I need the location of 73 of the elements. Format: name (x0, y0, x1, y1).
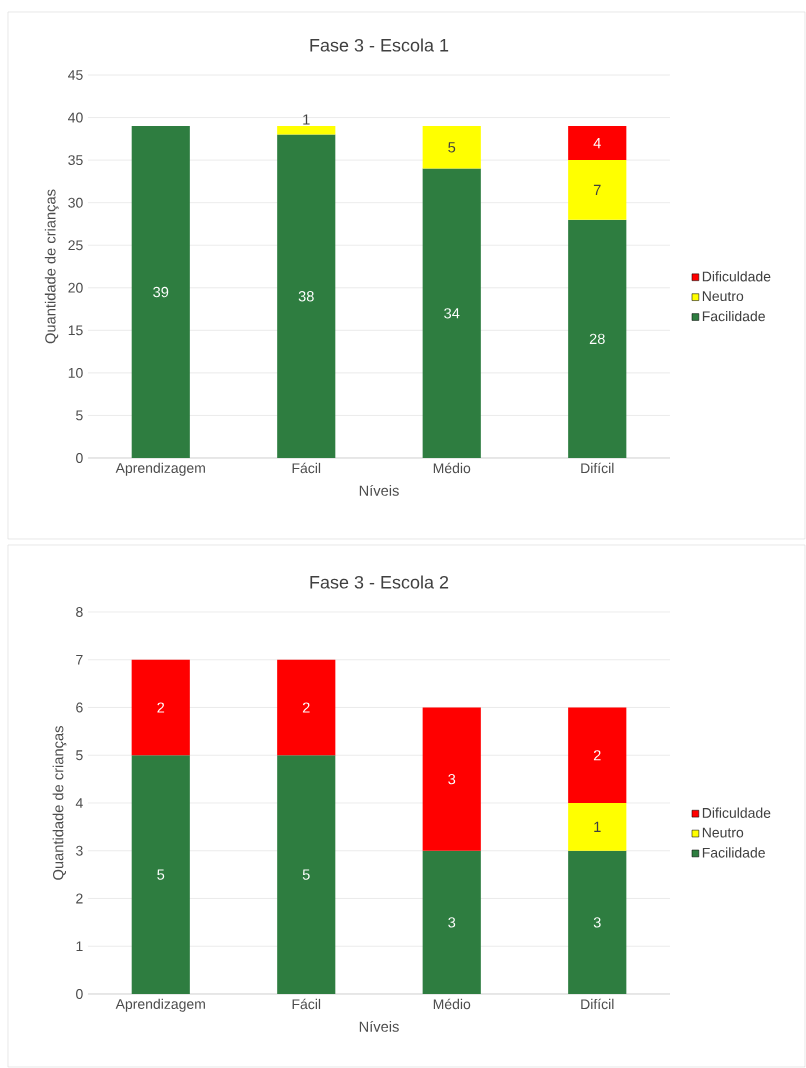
bar (131, 126, 190, 458)
legend-label: Facilidade (702, 310, 765, 322)
data-label: 2 (157, 702, 165, 713)
data-label: 5 (302, 869, 310, 880)
x-axis-title: Níveis (359, 484, 399, 496)
legend-label: Dificuldade (702, 271, 771, 282)
bar (277, 126, 336, 135)
x-tick-label: Difícil (581, 998, 614, 1010)
x-tick-label: Médio (433, 998, 471, 1010)
bar (277, 755, 336, 994)
bar (422, 707, 481, 851)
y-tick-label: 1 (76, 941, 83, 952)
bar (422, 850, 481, 994)
y-tick-label: 5 (76, 410, 83, 421)
y-tick-label: 8 (76, 607, 83, 617)
bar (277, 659, 336, 756)
bar (568, 707, 627, 803)
data-label: 7 (593, 184, 601, 195)
chart-title: Fase 3 - Escola 1 (310, 38, 449, 52)
data-label: 3 (448, 773, 456, 785)
y-tick-label: 3 (76, 845, 83, 856)
y-axis-title: Quantidade de crianças (52, 726, 67, 880)
y-tick-label: 25 (68, 240, 83, 251)
data-label: 28 (589, 333, 605, 345)
bar (568, 126, 627, 161)
data-label: 39 (153, 286, 169, 298)
y-axis-title: Quantidade de crianças (44, 189, 59, 344)
y-tick-label: 0 (76, 453, 83, 463)
y-tick-label: 2 (76, 893, 83, 904)
bar (568, 850, 627, 994)
x-axis-title: Níveis (359, 1020, 399, 1032)
bar (131, 755, 190, 994)
y-tick-label: 7 (76, 654, 83, 665)
bar (568, 802, 627, 851)
x-tick-label: Médio (433, 462, 471, 474)
bar (422, 126, 481, 169)
y-tick-label: 0 (76, 989, 83, 999)
y-tick-label: 35 (68, 155, 83, 166)
y-tick-label: 5 (76, 750, 83, 761)
x-tick-label: Difícil (581, 462, 614, 474)
y-tick-label: 30 (68, 197, 83, 208)
bar (568, 160, 627, 220)
data-label: 5 (448, 142, 456, 153)
y-tick-label: 10 (68, 367, 83, 378)
data-label: 3 (448, 917, 456, 928)
y-tick-label: 45 (68, 70, 83, 80)
legend-label: Dificuldade (702, 807, 771, 818)
bar (277, 134, 336, 458)
x-tick-label: Fácil (292, 462, 321, 474)
data-label: 1 (303, 114, 310, 125)
legend-label: Neutro (702, 291, 744, 302)
x-tick-label: Aprendizagem (115, 998, 205, 1012)
x-tick-label: Aprendizagem (115, 462, 205, 476)
data-label: 2 (593, 750, 601, 761)
legend-label: Neutro (702, 827, 744, 838)
x-tick-label: Fácil (292, 998, 321, 1010)
y-tick-label: 6 (76, 702, 83, 713)
data-label: 3 (593, 917, 601, 928)
data-label: 34 (444, 308, 460, 319)
y-tick-label: 40 (68, 112, 83, 123)
data-label: 1 (594, 821, 601, 832)
bar (568, 219, 627, 458)
bar (422, 168, 481, 458)
data-label: 38 (298, 291, 314, 302)
data-label: 2 (302, 702, 310, 713)
y-tick-label: 20 (68, 282, 83, 293)
legend-label: Facilidade (702, 847, 765, 858)
chart-title: Fase 3 - Escola 2 (310, 575, 449, 589)
y-tick-label: 15 (68, 325, 83, 336)
bar (131, 659, 190, 756)
y-tick-label: 4 (75, 798, 83, 808)
data-label: 5 (157, 869, 165, 880)
data-label: 4 (593, 138, 601, 149)
